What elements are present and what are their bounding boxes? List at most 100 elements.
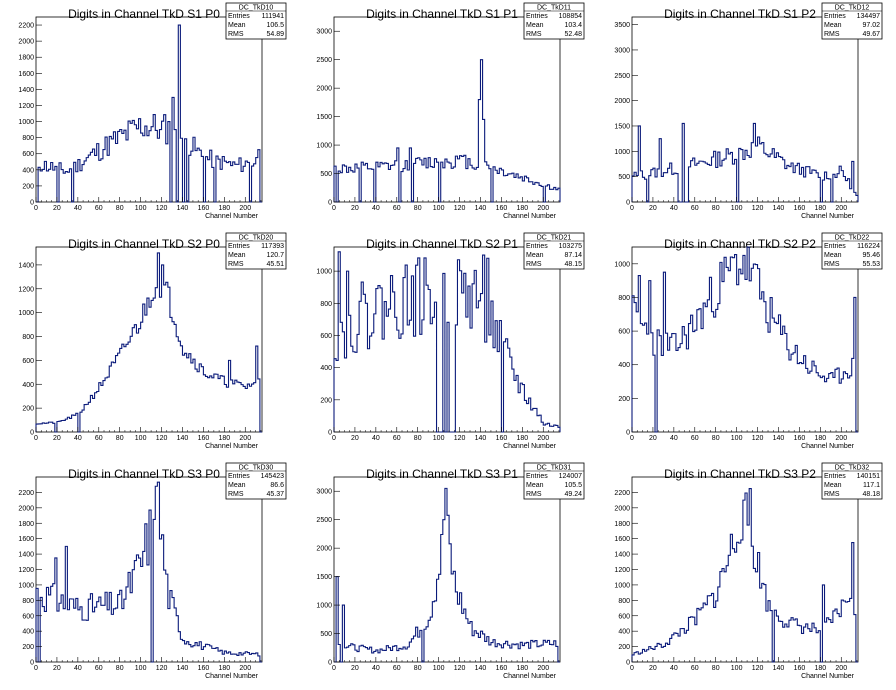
histogram-svg: Digits in Channel TkD S2 P0 0 20 40 60 80 100 1…	[18, 232, 287, 450]
y-tick-label: 1000	[18, 310, 34, 317]
histogram-svg: Digits in Channel TkD S1 P1 0 20 40 60 80 100 1…	[316, 2, 585, 220]
y-tick-label: 0	[626, 660, 630, 667]
chart-title: Digits in Channel TkD S3 P0	[68, 467, 220, 481]
x-tick-label: 180	[218, 205, 230, 212]
x-tick-label: 200	[835, 665, 847, 672]
x-tick-label: 200	[835, 435, 847, 442]
stats-box	[523, 462, 585, 500]
stats-name: DC_TkD21	[537, 235, 572, 242]
x-tick-label: 0	[332, 435, 336, 442]
x-tick-label: 40	[670, 435, 678, 442]
stats-value: 117393	[261, 243, 284, 250]
histogram-panel: Digits in Channel TkD S1 P2 0 20 40 60 80 100 1…	[596, 0, 894, 230]
stats-value: 49.24	[564, 491, 582, 498]
chart-title: Digits in Channel TkD S3 P2	[664, 467, 816, 481]
histogram-line	[333, 251, 561, 433]
chart-title: Digits in Channel TkD S1 P1	[366, 7, 518, 21]
x-tick-label: 20	[649, 665, 657, 672]
x-tick-label: 180	[218, 435, 230, 442]
x-tick-label: 120	[156, 435, 168, 442]
stats-key: RMS	[526, 31, 542, 38]
x-tick-label: 80	[116, 665, 124, 672]
stats-box	[523, 232, 585, 270]
stats-value: 117.1	[863, 482, 880, 489]
x-tick-label: 0	[332, 665, 336, 672]
histogram-panel: Digits in Channel TkD S1 P0 0 20 40 60 80 100 1…	[0, 0, 298, 230]
stats-key: RMS	[824, 31, 840, 38]
x-axis-label: Channel Number	[503, 213, 557, 220]
stats-key: Entries	[228, 13, 250, 20]
y-tick-label: 0	[328, 200, 332, 207]
plot-frame	[631, 16, 859, 203]
stats-key: RMS	[228, 491, 244, 498]
histogram-panel: Digits in Channel TkD S3 P2 0 20 40 60 80 100 1…	[596, 460, 894, 690]
y-tick-label: 1000	[614, 261, 630, 268]
stats-value: 145423	[261, 473, 284, 480]
x-tick-label: 0	[332, 205, 336, 212]
x-tick-label: 20	[649, 435, 657, 442]
histogram-svg: Digits in Channel TkD S3 P0 0 20 40 60 80 100 1…	[18, 462, 287, 680]
x-axis-label: Channel Number	[503, 443, 557, 450]
x-tick-label: 80	[414, 665, 422, 672]
y-tick-label: 0	[626, 430, 630, 437]
stats-name: DC_TkD22	[835, 235, 870, 242]
x-tick-label: 180	[814, 665, 826, 672]
stats-key: RMS	[228, 261, 244, 268]
y-tick-label: 1000	[316, 143, 332, 150]
x-axis-label: Channel Number	[205, 673, 259, 680]
y-tick-label: 0	[30, 430, 34, 437]
y-tick-label: 800	[618, 295, 630, 302]
x-axis-label: Channel Number	[801, 443, 855, 450]
stats-key: RMS	[228, 31, 244, 38]
x-tick-label: 180	[516, 205, 528, 212]
x-tick-label: 60	[393, 435, 401, 442]
y-tick-label: 800	[320, 301, 332, 308]
chart-title: Digits in Channel TkD S1 P0	[68, 7, 220, 21]
stats-key: Mean	[824, 482, 842, 489]
chart-title: Digits in Channel TkD S1 P2	[664, 7, 816, 21]
x-tick-label: 160	[496, 205, 508, 212]
x-tick-label: 160	[496, 435, 508, 442]
stats-box	[821, 2, 883, 40]
histogram-panel: Digits in Channel TkD S2 P2 0 20 40 60 80 100 1…	[596, 230, 894, 460]
x-tick-label: 20	[53, 205, 61, 212]
stats-name: DC_TkD11	[537, 5, 571, 12]
y-tick-label: 1600	[614, 536, 630, 543]
histogram-line	[631, 122, 859, 203]
stats-key: RMS	[526, 261, 542, 268]
x-tick-label: 140	[773, 665, 785, 672]
x-tick-label: 160	[794, 205, 806, 212]
x-tick-label: 100	[135, 435, 147, 442]
stats-value: 140151	[857, 473, 880, 480]
x-tick-label: 60	[95, 435, 103, 442]
stats-value: 111941	[262, 13, 284, 20]
y-tick-label: 1000	[614, 582, 630, 589]
y-tick-label: 500	[618, 174, 630, 181]
stats-key: RMS	[824, 261, 840, 268]
x-tick-label: 80	[116, 205, 124, 212]
x-tick-label: 100	[731, 435, 743, 442]
x-tick-label: 0	[630, 205, 634, 212]
y-tick-label: 600	[22, 151, 34, 158]
x-tick-label: 60	[95, 665, 103, 672]
stats-value: 108854	[559, 13, 582, 20]
chart-title: Digits in Channel TkD S2 P1	[366, 237, 518, 251]
x-tick-label: 140	[177, 435, 189, 442]
histogram-panel: Digits in Channel TkD S2 P1 0 20 40 60 80 100 1…	[298, 230, 596, 460]
x-tick-label: 120	[752, 665, 764, 672]
y-tick-label: 1200	[18, 286, 34, 293]
plot-frame	[35, 16, 263, 203]
y-tick-label: 2000	[316, 546, 332, 553]
x-tick-label: 0	[34, 205, 38, 212]
x-tick-label: 180	[218, 665, 230, 672]
y-tick-label: 600	[618, 613, 630, 620]
y-tick-label: 2200	[18, 23, 34, 30]
x-tick-label: 80	[116, 435, 124, 442]
y-tick-label: 500	[320, 631, 332, 638]
stats-key: Mean	[228, 482, 246, 489]
stats-key: Entries	[526, 473, 548, 480]
x-tick-label: 80	[414, 205, 422, 212]
x-tick-label: 60	[393, 665, 401, 672]
stats-key: Entries	[824, 243, 846, 250]
y-tick-label: 2000	[614, 98, 630, 105]
